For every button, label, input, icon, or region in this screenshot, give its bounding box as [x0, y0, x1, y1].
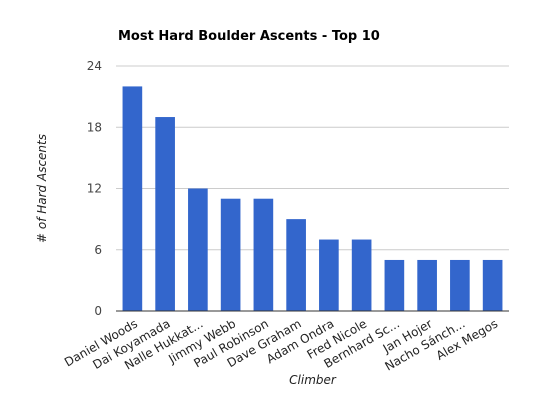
- bar: [351, 239, 372, 311]
- bar: [450, 259, 470, 311]
- y-axis-title: # of Hard Ascents: [35, 134, 49, 243]
- bar: [220, 198, 241, 311]
- bars: [122, 86, 503, 312]
- bar: [155, 117, 175, 312]
- bar: [319, 239, 339, 311]
- bar: [384, 259, 405, 311]
- y-tick-label: 12: [87, 182, 102, 196]
- y-tick-label: 18: [87, 120, 102, 134]
- gridlines: [116, 65, 509, 251]
- bar: [286, 219, 306, 311]
- bar: [253, 198, 274, 311]
- x-axis-title: Climber: [289, 373, 337, 387]
- y-tick-label: 0: [94, 304, 102, 318]
- chart-title: Most Hard Boulder Ascents - Top 10: [118, 29, 380, 44]
- bar: [417, 259, 437, 311]
- y-tick-label: 24: [87, 59, 102, 73]
- bar: [482, 259, 503, 311]
- bar: [122, 86, 143, 312]
- y-tick-label: 6: [94, 243, 102, 257]
- bar: [188, 188, 208, 311]
